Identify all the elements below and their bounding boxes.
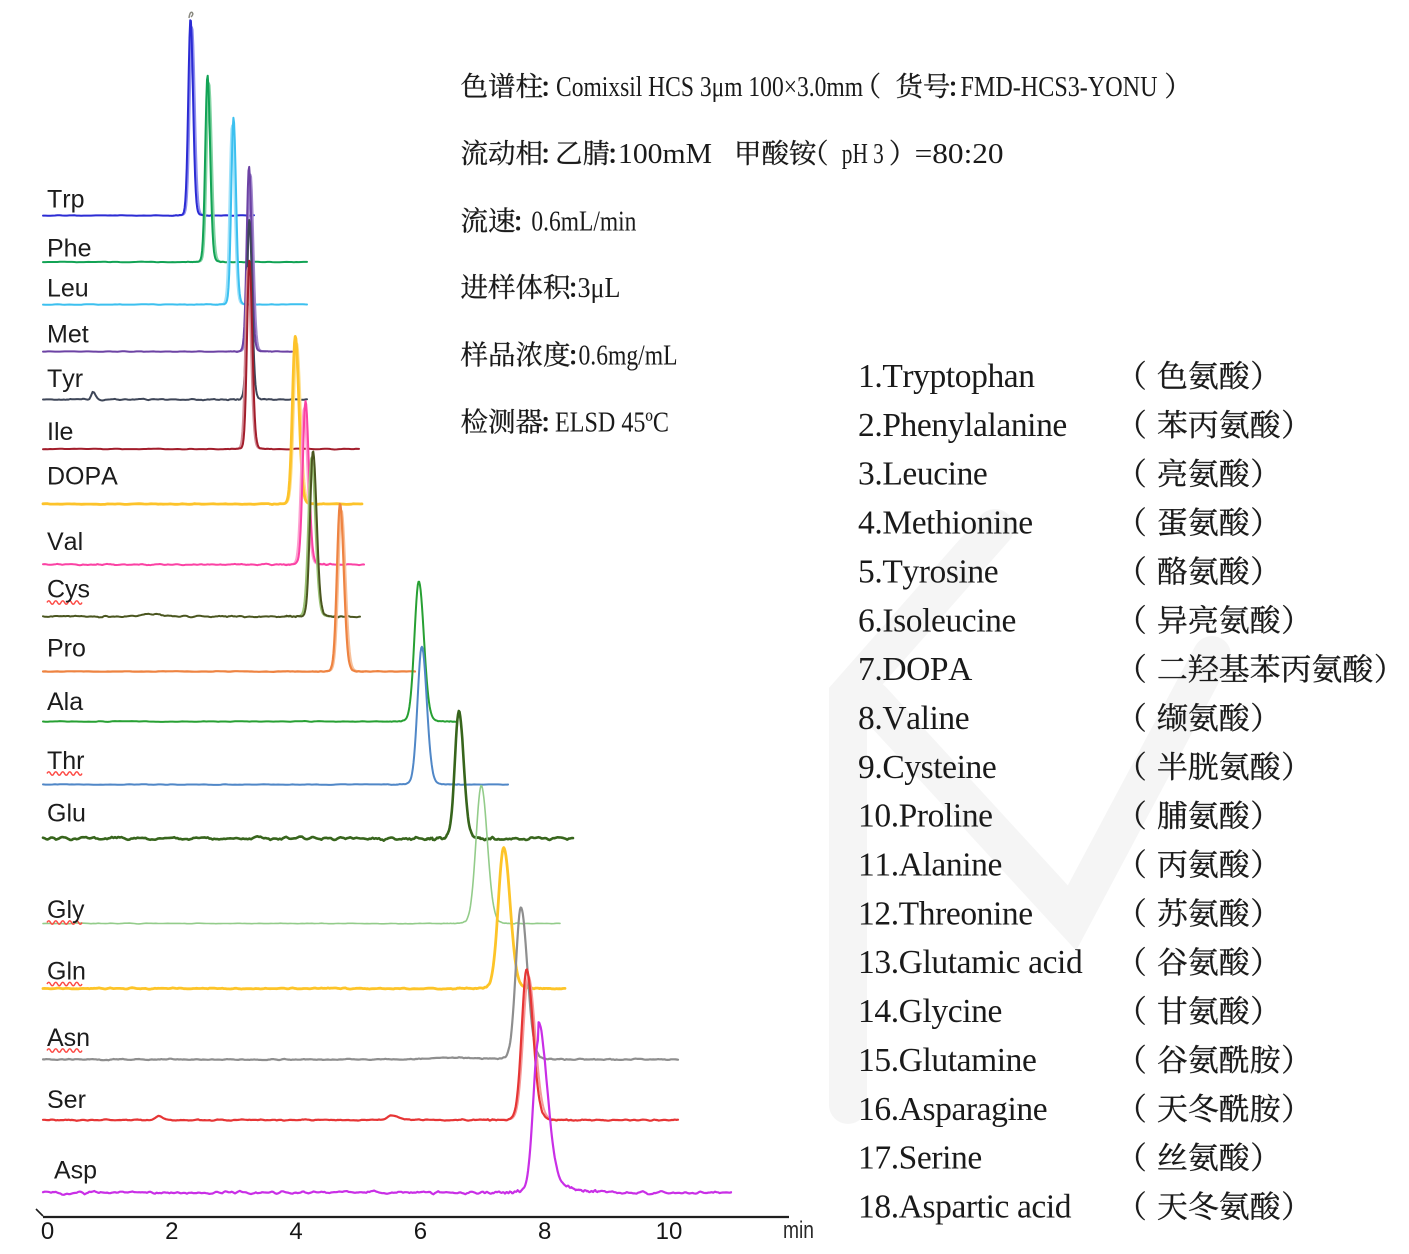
svg-text:0: 0	[41, 1218, 54, 1245]
svg-text:4.Methionine: 4.Methionine	[858, 505, 1033, 542]
svg-text:13.Glutamic acid: 13.Glutamic acid	[858, 944, 1083, 981]
svg-text:Asp: Asp	[54, 1157, 97, 1185]
svg-text:3μL: 3μL	[578, 273, 621, 304]
svg-text:12.Threonine: 12.Threonine	[858, 895, 1033, 932]
svg-text:min: min	[783, 1217, 814, 1244]
svg-text:100mM: 100mM	[618, 139, 712, 170]
svg-text:3.Leucine: 3.Leucine	[858, 456, 987, 493]
svg-text:6: 6	[414, 1218, 427, 1245]
svg-text:Gln: Gln	[47, 958, 86, 986]
svg-text:Trp: Trp	[47, 186, 85, 214]
svg-text:0.6mg/mL: 0.6mg/mL	[579, 341, 678, 372]
svg-text:Phe: Phe	[47, 235, 91, 263]
svg-text:4: 4	[289, 1218, 302, 1245]
svg-text:2.Phenylalanine: 2.Phenylalanine	[858, 407, 1067, 444]
svg-text:Glu: Glu	[47, 800, 86, 828]
svg-text:Met: Met	[47, 321, 89, 349]
svg-text:18.Aspartic acid: 18.Aspartic acid	[858, 1188, 1072, 1225]
svg-text:10.Proline: 10.Proline	[858, 798, 993, 835]
svg-text:Ala: Ala	[47, 688, 83, 716]
svg-text:Pro: Pro	[47, 635, 86, 663]
svg-text:Asn: Asn	[47, 1024, 90, 1052]
svg-text:0.6mL/min: 0.6mL/min	[531, 207, 636, 238]
svg-text:ELSD 45ºC: ELSD 45ºC	[555, 408, 669, 439]
svg-text:9.Cysteine: 9.Cysteine	[858, 749, 996, 786]
svg-text:Val: Val	[47, 528, 83, 556]
svg-text:1.Tryptophan: 1.Tryptophan	[858, 358, 1035, 395]
svg-text:Ser: Ser	[47, 1086, 86, 1114]
svg-text:15.Glutamine: 15.Glutamine	[858, 1042, 1037, 1079]
svg-text:17.Serine: 17.Serine	[858, 1140, 982, 1177]
svg-text:FMD-HCS3-YONU: FMD-HCS3-YONU	[961, 72, 1158, 103]
svg-text:Thr: Thr	[47, 747, 85, 775]
svg-text:DOPA: DOPA	[47, 463, 118, 491]
svg-text:11.Alanine: 11.Alanine	[858, 847, 1002, 884]
svg-text:Cys: Cys	[47, 576, 90, 604]
svg-text:pH 3: pH 3	[842, 139, 884, 170]
svg-text:2: 2	[165, 1218, 178, 1245]
svg-text:6.Isoleucine: 6.Isoleucine	[858, 602, 1016, 639]
svg-text:Leu: Leu	[47, 275, 89, 303]
svg-text:16.Asparagine: 16.Asparagine	[858, 1091, 1047, 1128]
svg-text:14.Glycine: 14.Glycine	[858, 993, 1002, 1030]
svg-text:7.DOPA: 7.DOPA	[858, 651, 972, 688]
svg-text:Comixsil HCS 3μm 100×3.0mm: Comixsil HCS 3μm 100×3.0mm	[556, 72, 863, 103]
svg-text:Tyr: Tyr	[47, 365, 83, 393]
svg-text:Gly: Gly	[47, 896, 85, 924]
svg-text:5.Tyrosine: 5.Tyrosine	[858, 553, 998, 590]
svg-text:8.Valine: 8.Valine	[858, 700, 969, 737]
svg-text:Ile: Ile	[47, 418, 73, 446]
svg-text:10: 10	[656, 1218, 683, 1245]
svg-text:=80:20: =80:20	[915, 139, 1004, 170]
svg-text:8: 8	[538, 1218, 551, 1245]
